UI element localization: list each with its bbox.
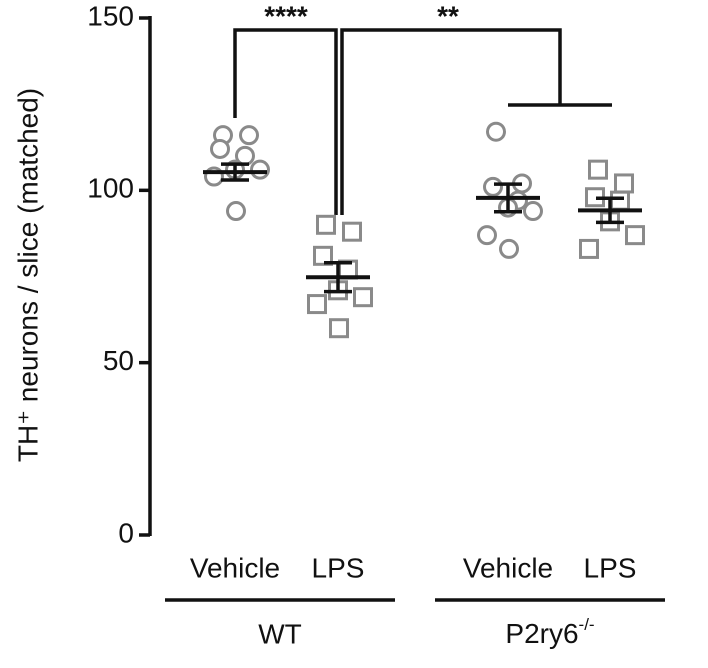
x-tick-label: Vehicle (190, 552, 280, 583)
group-label-text: P2ry6 (505, 618, 578, 649)
point (342, 221, 362, 242)
point (239, 125, 259, 146)
point (329, 318, 349, 339)
y-tick-label: 100 (87, 173, 134, 204)
point (625, 225, 645, 246)
y-axis-label: TH⁺ neurons / slice (matched) (12, 88, 43, 462)
point (477, 225, 497, 246)
group-label: WT (258, 618, 302, 649)
group-label: P2ry6-/- (505, 615, 594, 649)
annotation: **** (264, 0, 308, 31)
point (210, 138, 230, 159)
point (579, 238, 599, 259)
x-tick-label: LPS (584, 552, 637, 583)
significance-brackets (233, 28, 612, 215)
annotation: ** (437, 0, 459, 31)
point (313, 245, 333, 266)
y-tick-label: 150 (87, 0, 134, 31)
point (486, 121, 506, 142)
point (523, 201, 543, 222)
point (499, 238, 519, 259)
group-label-sup: -/- (579, 615, 595, 634)
point (614, 173, 634, 194)
point (588, 159, 608, 180)
x-tick-label: LPS (312, 552, 365, 583)
point (316, 214, 336, 235)
point (307, 294, 327, 315)
point (483, 176, 503, 197)
point (250, 159, 270, 180)
y-tick-label: 50 (103, 345, 134, 376)
y-tick-label: 0 (118, 517, 134, 548)
point (353, 287, 373, 308)
x-tick-label: Vehicle (463, 552, 553, 583)
point (610, 190, 630, 211)
point (226, 201, 246, 222)
